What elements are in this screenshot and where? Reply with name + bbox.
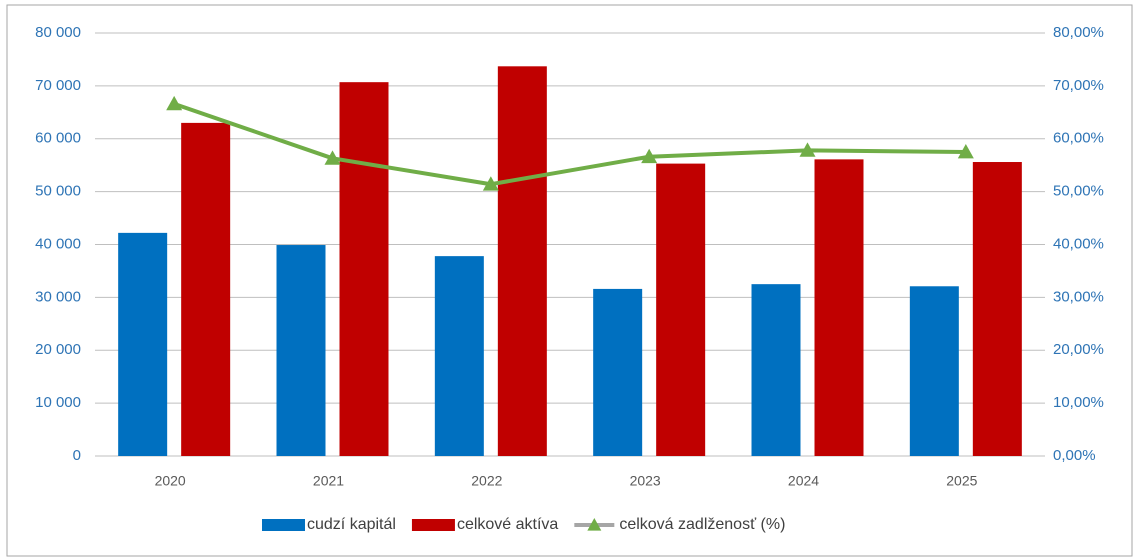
y-tick-label: 40 000 <box>35 235 81 252</box>
line-marker <box>482 176 499 191</box>
x-tick-label: 2022 <box>471 473 502 489</box>
bar <box>751 284 801 456</box>
y2-tick-label: 0,00% <box>1053 447 1096 464</box>
legend-label: celková zadlženosť (%) <box>619 516 785 533</box>
bar <box>339 82 389 456</box>
legend-swatch <box>262 519 305 531</box>
line-marker <box>324 150 341 165</box>
y2-tick-label: 60,00% <box>1053 130 1104 147</box>
y-tick-label: 30 000 <box>35 288 81 305</box>
bar <box>181 122 231 456</box>
line <box>173 101 966 187</box>
bar <box>276 245 326 456</box>
legend-swatch <box>411 519 455 531</box>
y-tick-label: 20 000 <box>35 341 81 358</box>
bar <box>593 288 643 456</box>
y-tick-label: 0 <box>73 447 81 464</box>
y2-tick-label: 30,00% <box>1053 288 1104 305</box>
y2-tick-label: 40,00% <box>1053 235 1104 252</box>
line-marker <box>799 142 816 157</box>
y2-tick-label: 20,00% <box>1053 341 1104 358</box>
y2-tick-label: 70,00% <box>1053 77 1104 94</box>
x-tick-label: 2025 <box>946 473 977 489</box>
y-tick-label: 50 000 <box>35 183 81 200</box>
x-tick-label: 2021 <box>313 473 344 489</box>
bar <box>434 256 484 456</box>
y-tick-label: 80 000 <box>35 24 81 41</box>
legend-marker <box>587 518 602 531</box>
legend-label: cudzí kapitál <box>307 516 396 533</box>
y2-tick-label: 80,00% <box>1053 24 1104 41</box>
bar <box>118 232 168 456</box>
x-tick-label: 2024 <box>788 473 819 489</box>
x-tick-label: 2023 <box>630 473 661 489</box>
bar <box>909 286 959 456</box>
bar <box>497 66 547 456</box>
y2-tick-label: 50,00% <box>1053 183 1104 200</box>
bar <box>972 162 1022 456</box>
y2-tick-label: 10,00% <box>1053 394 1104 411</box>
bar <box>656 163 706 456</box>
y-tick-label: 70 000 <box>35 77 81 94</box>
line-marker <box>957 143 974 159</box>
legend-label: celkové aktíva <box>457 516 558 533</box>
line-marker <box>166 95 183 111</box>
y-tick-label: 10 000 <box>35 394 81 411</box>
bar <box>814 159 864 456</box>
line-marker <box>641 148 658 164</box>
y-tick-label: 60 000 <box>35 130 81 147</box>
x-tick-label: 2020 <box>155 473 186 489</box>
